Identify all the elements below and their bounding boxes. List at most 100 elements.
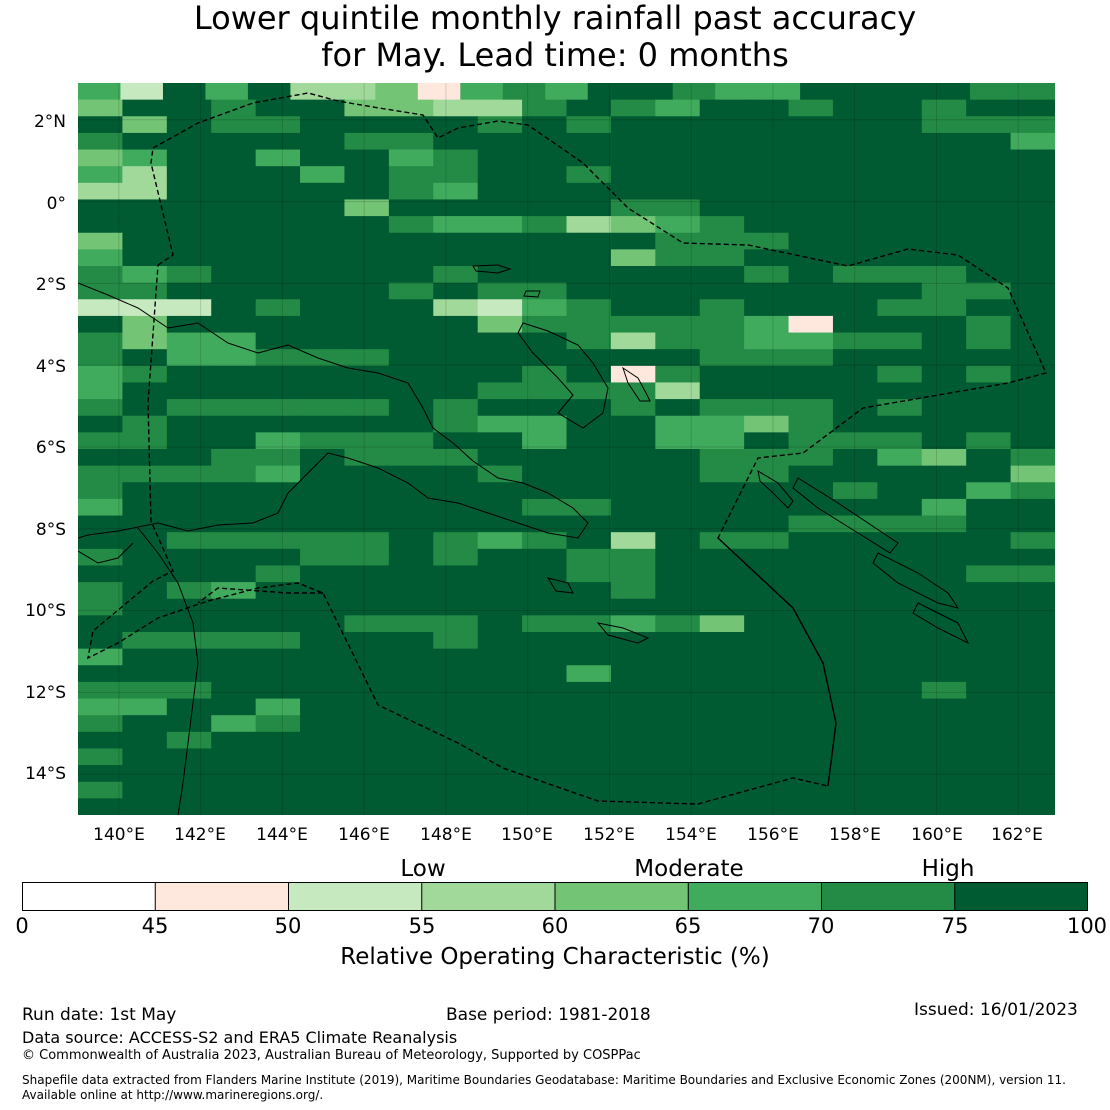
grid-cell <box>166 765 212 783</box>
grid-cell <box>788 149 834 167</box>
legend-category-low: Low <box>400 856 446 882</box>
coast-new-britain <box>517 322 609 429</box>
grid-cell <box>522 482 568 500</box>
grid-cell <box>78 632 124 650</box>
grid-cell <box>655 149 701 167</box>
grid-cell <box>877 116 923 134</box>
grid-cell <box>78 582 124 600</box>
grid-cell <box>877 532 923 550</box>
grid-cell <box>966 415 1012 433</box>
grid-cell <box>699 449 745 467</box>
grid-cell <box>477 748 523 766</box>
grid-cell <box>255 615 301 633</box>
grid-cell <box>788 266 834 284</box>
grid-cell <box>122 748 168 766</box>
grid-cell <box>610 565 656 583</box>
grid-cell <box>388 798 434 815</box>
colorbar-tick-60: 60 <box>541 914 569 938</box>
coast-dentrecasteaux <box>546 577 574 594</box>
grid-cell <box>655 565 701 583</box>
grid-cell <box>655 116 701 134</box>
grid-cell <box>744 632 790 650</box>
grid-cell <box>522 382 568 400</box>
grid-cell <box>1010 216 1055 234</box>
grid-cell <box>744 149 790 167</box>
grid-cell <box>610 532 656 550</box>
grid-cell <box>255 798 301 815</box>
grid-cell <box>388 482 434 500</box>
grid-cell <box>788 299 834 317</box>
grid-cell <box>744 332 790 350</box>
grid-cell <box>566 266 612 284</box>
grid-cell <box>788 715 834 733</box>
grid-cell <box>300 765 346 783</box>
grid-cell <box>522 498 568 517</box>
grid-cell <box>610 465 656 483</box>
grid-cell <box>388 216 434 234</box>
grid-cell <box>477 548 523 567</box>
grid-cell <box>78 315 124 334</box>
grid-cell <box>388 332 434 350</box>
grid-cell <box>832 681 878 700</box>
grid-cell <box>788 199 834 217</box>
grid-cell <box>699 299 745 317</box>
grid-cell <box>522 216 568 234</box>
grid-cell <box>300 132 346 151</box>
lat-label-2n: 2°N <box>33 112 66 132</box>
grid-cell <box>699 249 745 267</box>
grid-cell <box>1010 332 1055 350</box>
grid-cell <box>966 632 1012 650</box>
grid-cell <box>166 698 212 716</box>
map-title-line2: for May. Lead time: 0 months <box>321 36 789 74</box>
grid-cell <box>477 449 523 467</box>
grid-cell <box>610 132 656 151</box>
grid-cell <box>1010 382 1055 400</box>
grid-cell <box>966 382 1012 400</box>
grid-cell <box>921 132 967 151</box>
grid-cell <box>566 216 612 234</box>
grid-cell <box>78 332 124 350</box>
grid-cell <box>166 349 212 367</box>
grid-cell <box>388 299 434 317</box>
grid-cell <box>433 465 479 483</box>
grid-cell <box>344 465 390 483</box>
grid-cell <box>166 648 212 666</box>
grid-cell <box>344 199 390 217</box>
grid-cell <box>966 765 1012 783</box>
colorbar <box>22 882 1088 911</box>
grid-cell <box>832 548 878 567</box>
grid-cell <box>344 249 390 267</box>
grid-cell <box>522 149 568 167</box>
grid-cell <box>655 332 701 350</box>
grid-cell <box>832 665 878 683</box>
grid-cell <box>255 632 301 650</box>
grid-cell <box>522 349 568 367</box>
grid-cell <box>655 632 701 650</box>
grid-cell <box>477 349 523 367</box>
grid-cell <box>921 498 967 517</box>
grid-cell <box>655 681 701 700</box>
grid-cell <box>388 615 434 633</box>
grid-cell <box>921 182 967 201</box>
grid-cell <box>522 199 568 217</box>
grid-cell <box>655 315 701 334</box>
grid-cell <box>166 715 212 733</box>
grid-cell <box>522 648 568 666</box>
grid-cell <box>877 166 923 184</box>
grid-cell <box>122 365 168 384</box>
grid-cell <box>1010 632 1055 650</box>
grid-cell <box>610 449 656 467</box>
grid-cell <box>417 83 461 101</box>
grid-cell <box>344 798 390 815</box>
grid-cell <box>1010 166 1055 184</box>
grid-cell <box>122 432 168 450</box>
grid-cell <box>699 698 745 716</box>
grid-cell <box>211 432 257 450</box>
grid-cell <box>300 399 346 417</box>
grid-cell <box>744 498 790 517</box>
grid-cell <box>744 582 790 600</box>
grid-cell <box>655 698 701 716</box>
grid-cell <box>610 282 656 300</box>
grid-cell <box>388 748 434 766</box>
grid-cell <box>566 598 612 616</box>
